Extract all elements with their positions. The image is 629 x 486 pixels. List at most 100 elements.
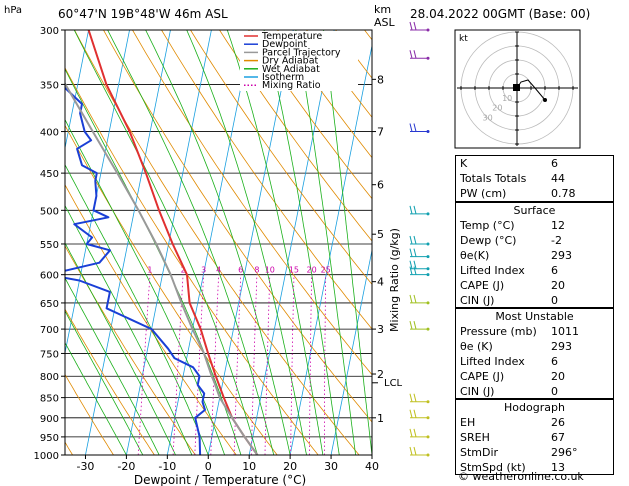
wind-barb-dot <box>426 301 430 305</box>
wind-barb-flag <box>413 266 417 275</box>
mixing-ratio-line <box>194 274 204 455</box>
hodograph-table-box: Hodograph EH 26 SREH 67 StmDir 296° StmSpd (kt… <box>455 399 614 475</box>
hodograph-kt-label: kt <box>459 34 468 44</box>
plot-frame <box>64 29 373 456</box>
temperature-tick-label: 10 <box>242 460 256 473</box>
hodograph-end-marker <box>543 98 547 102</box>
axes-layer: 3003504004505005506006507007508008509009… <box>34 26 384 473</box>
hodograph_table-row-label: StmSpd (kt) <box>460 461 526 474</box>
index-row-totals: Totals Totals 44 <box>460 172 565 185</box>
most_unstable-row-label: Pressure (mb) <box>460 325 537 338</box>
wind-barb-flag <box>413 409 417 418</box>
parcel-trajectory-line <box>65 81 259 455</box>
wet-adiabat-line <box>65 204 193 455</box>
wind-barb-dot <box>426 212 430 216</box>
pressure-tick-label: 950 <box>40 433 59 444</box>
wind-barb-flag <box>409 205 413 214</box>
surface-row-label: CAPE (J) <box>460 279 505 292</box>
most_unstable-row: θe (K) 293 <box>456 339 613 354</box>
most_unstable-row-value: 1011 <box>551 325 579 338</box>
legend-label: Temperature <box>261 31 322 42</box>
altitude-tick-label: 7 <box>377 126 384 139</box>
wet-adiabat-line <box>65 242 176 455</box>
isotherm-line <box>166 30 253 455</box>
pressure-tick-label: 750 <box>40 349 59 360</box>
pressure-tick-label: 650 <box>40 299 59 310</box>
isotherm-line <box>330 248 372 455</box>
wind-barb-flag <box>409 248 413 257</box>
wind-barb-flag <box>413 428 417 438</box>
copyright-link[interactable]: © weatheronline.co.uk <box>458 470 584 483</box>
wet-adiabat-line <box>73 30 258 455</box>
most_unstable-row-label: Lifted Index <box>460 355 525 368</box>
most-unstable-title: Most Unstable <box>495 310 574 323</box>
hodograph_table-row-value: 13 <box>551 461 565 474</box>
legend-label: Parcel Trajectory <box>262 47 341 58</box>
wind-barb-dot <box>426 400 430 404</box>
wind-barb-dot <box>426 56 430 60</box>
asl-label: ASL <box>374 16 396 29</box>
hodograph_table-row-label: StmDir <box>460 446 499 459</box>
mixing-ratio-line <box>172 274 184 455</box>
most_unstable-row-label: θe (K) <box>460 340 493 353</box>
surface-row-value: 293 <box>551 249 572 262</box>
datetime-title: 28.04.2022 00GMT (Base: 00) <box>410 7 590 21</box>
hodograph_table-row-value: 67 <box>551 431 565 444</box>
wind-barb-dot <box>426 416 430 420</box>
wind-barb-flag <box>413 50 417 59</box>
isotherm-line <box>371 452 372 455</box>
hodograph_table-row-value: 296° <box>551 446 578 459</box>
wet-adiabat-line <box>263 30 340 455</box>
surface-row: θe(K) 293 <box>456 248 613 263</box>
altitude-tick-label: 6 <box>377 179 384 192</box>
most_unstable-row-value: 6 <box>551 355 558 368</box>
most_unstable-row: Lifted Index 6 <box>456 354 613 369</box>
isotherm-line <box>207 30 294 455</box>
dry-adiabat-line <box>219 30 372 242</box>
dry-adiabat-line <box>190 30 372 286</box>
altitude-tick-label: 5 <box>377 228 384 241</box>
mixing-ratio-line <box>309 274 312 455</box>
mixing-ratio-line <box>137 274 151 455</box>
wind-barb-flag <box>409 260 413 269</box>
wind-barb-dot <box>426 242 430 246</box>
hodograph_table-row: EH 26 <box>456 415 613 430</box>
wind-barb-flag <box>409 409 413 418</box>
wet-adiabat-line <box>295 30 356 455</box>
series-layer <box>65 30 259 455</box>
wind-barb-flag <box>409 235 413 245</box>
wind-barb-dot <box>426 273 430 277</box>
dry-adiabat-line <box>74 30 360 455</box>
dry-adiabat-line <box>65 183 237 455</box>
mixing-ratio-value-label: 2 <box>181 266 186 275</box>
temperature-tick-label: 20 <box>283 460 297 473</box>
hodograph_table-row: StmSpd (kt) 13 <box>456 460 613 475</box>
mixing-ratio-line <box>290 274 295 455</box>
hodograph-ring-label: 10 <box>502 94 512 103</box>
wind-barb-flag <box>409 320 413 330</box>
wind-barb-dot <box>426 435 430 439</box>
surface-row-value: -2 <box>551 234 562 247</box>
hodograph_table-row: SREH 67 <box>456 430 613 445</box>
surface-row: CIN (J) 0 <box>456 293 613 308</box>
wet-adiabat-line <box>65 277 160 455</box>
altitude-tick-label: 3 <box>377 323 384 336</box>
hpa-label: hPa <box>4 5 22 16</box>
altitude-tick-label: 8 <box>377 73 384 86</box>
surface-row-label: CIN (J) <box>460 294 495 307</box>
mixing-ratio-value-label: 10 <box>265 266 275 275</box>
wind-barb-flag <box>409 266 413 275</box>
mixing-ratio-value-label: 1 <box>147 266 152 275</box>
wind-barb-flag <box>413 205 417 214</box>
hodograph-ring-label: 20 <box>492 104 502 113</box>
temperature-tick-label: 40 <box>365 460 379 473</box>
wet-adiabat-line <box>65 163 209 455</box>
km-label: km <box>374 3 391 16</box>
pressure-tick-label: 500 <box>40 206 59 217</box>
wind-barb-flag <box>409 393 413 402</box>
pressure-tick-label: 350 <box>40 80 59 91</box>
